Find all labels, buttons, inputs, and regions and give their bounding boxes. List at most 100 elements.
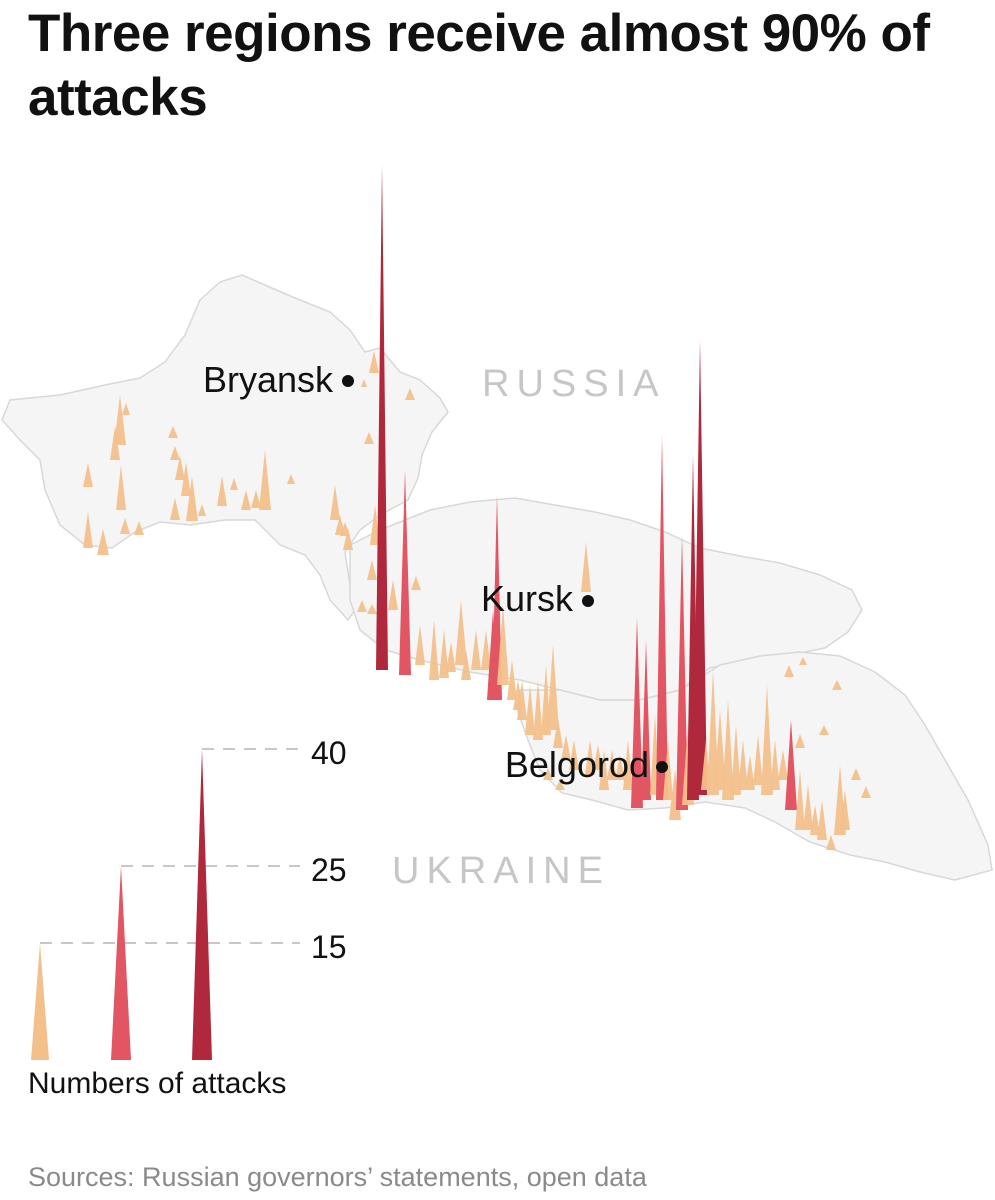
- attack-spike: [83, 512, 93, 548]
- country-label-ukraine: UKRAINE: [392, 850, 610, 892]
- attack-spike: [415, 625, 425, 665]
- city-bryansk: Bryansk: [203, 359, 354, 400]
- attack-spike: [851, 768, 861, 780]
- attack-spike: [607, 750, 617, 780]
- attack-spike: [287, 474, 295, 484]
- attack-spike: [97, 529, 109, 555]
- attack-spike: [405, 388, 415, 400]
- legend-tick-15: 15: [311, 929, 347, 965]
- source-note: Sources: Russian governors’ statements, …: [28, 1162, 647, 1192]
- attack-spike: [553, 718, 563, 748]
- attack-spike: [656, 435, 668, 800]
- attack-spike: [543, 768, 553, 780]
- legend-title: Numbers of attacks: [28, 1067, 287, 1100]
- attack-spike: [340, 522, 350, 536]
- attack-spike: [547, 645, 559, 730]
- attack-spike: [714, 710, 726, 790]
- attack-spike: [198, 504, 206, 516]
- attack-spike: [778, 750, 788, 780]
- attack-spike: [785, 720, 797, 810]
- attack-spike: [663, 740, 673, 800]
- attack-spike: [241, 490, 251, 510]
- attack-spike: [461, 650, 471, 680]
- attack-spike: [819, 725, 829, 735]
- legend-tick-25: 25: [311, 852, 347, 888]
- city-label-bryansk: Bryansk: [203, 359, 334, 400]
- attack-spike: [120, 518, 130, 534]
- attack-spike: [795, 734, 805, 748]
- attack-spike: [561, 735, 571, 760]
- attack-spike: [367, 604, 377, 614]
- attack-spike: [693, 340, 707, 795]
- attack-spike: [481, 630, 491, 670]
- attack-spike: [83, 463, 93, 487]
- attack-spike: [784, 665, 794, 677]
- legend-spike-40: [192, 749, 212, 1060]
- attack-spike: [722, 700, 734, 800]
- attack-spike: [832, 680, 842, 690]
- attack-spike: [330, 485, 340, 520]
- attack-spike: [361, 379, 367, 387]
- attack-spike: [770, 740, 780, 790]
- attack-spike: [439, 630, 449, 678]
- city-label-belgorod: Belgorod: [505, 744, 649, 785]
- city-label-kursk: Kursk: [481, 578, 574, 619]
- attack-spike: [170, 446, 180, 460]
- attack-spike: [259, 450, 271, 510]
- attack-spike: [517, 680, 527, 720]
- attack-spike: [799, 657, 807, 665]
- attack-spikes: [83, 165, 871, 850]
- attack-spike: [181, 462, 191, 496]
- attack-spike: [826, 835, 836, 850]
- attack-spike: [122, 403, 130, 415]
- attack-spike: [861, 786, 871, 798]
- attack-spike: [497, 605, 509, 685]
- attack-spike: [525, 685, 535, 735]
- attack-spike: [367, 560, 377, 580]
- legend-tick-40: 40: [311, 735, 347, 771]
- attack-spike: [251, 490, 261, 508]
- attack-spike: [641, 640, 651, 800]
- legend: 40 25 15: [31, 735, 347, 1060]
- attack-spike: [795, 770, 805, 830]
- attack-spike: [429, 620, 439, 680]
- attack-spike: [116, 465, 126, 510]
- country-label-russia: RUSSIA: [482, 363, 665, 405]
- attack-spike: [446, 642, 456, 672]
- attack-spike: [803, 785, 813, 830]
- attack-spike: [186, 476, 198, 521]
- city-dot-kursk: [582, 595, 594, 607]
- attack-spike: [761, 685, 773, 795]
- attack-spike: [731, 725, 741, 795]
- attack-spike: [840, 790, 850, 830]
- attack-spike: [217, 476, 227, 506]
- city-kursk: Kursk: [481, 578, 594, 619]
- attack-spike: [471, 630, 481, 670]
- attack-spike: [585, 740, 595, 775]
- attack-spike: [555, 780, 565, 790]
- attack-spike: [753, 735, 763, 785]
- attack-spike: [507, 660, 517, 700]
- attack-spike: [599, 750, 609, 790]
- attack-spike: [343, 528, 353, 550]
- attack-spike: [364, 432, 374, 444]
- attack-spike: [631, 618, 643, 808]
- city-dot-belgorod: [656, 761, 668, 773]
- attack-spike: [170, 498, 180, 520]
- attack-spike: [533, 680, 543, 740]
- city-dot-bryansk: [342, 375, 354, 387]
- attack-spike: [455, 600, 467, 665]
- attack-spike: [593, 745, 603, 770]
- attack-spike: [175, 456, 185, 480]
- attack-spike: [810, 805, 820, 835]
- attack-spike: [168, 426, 178, 438]
- attack-spike: [357, 600, 367, 612]
- attack-spike: [623, 740, 633, 790]
- attack-spike: [388, 580, 398, 610]
- attack-spike: [738, 740, 748, 790]
- attack-spike: [399, 470, 411, 675]
- attack-spike: [376, 165, 388, 670]
- attack-spike: [745, 755, 755, 790]
- attack-spike: [492, 495, 502, 700]
